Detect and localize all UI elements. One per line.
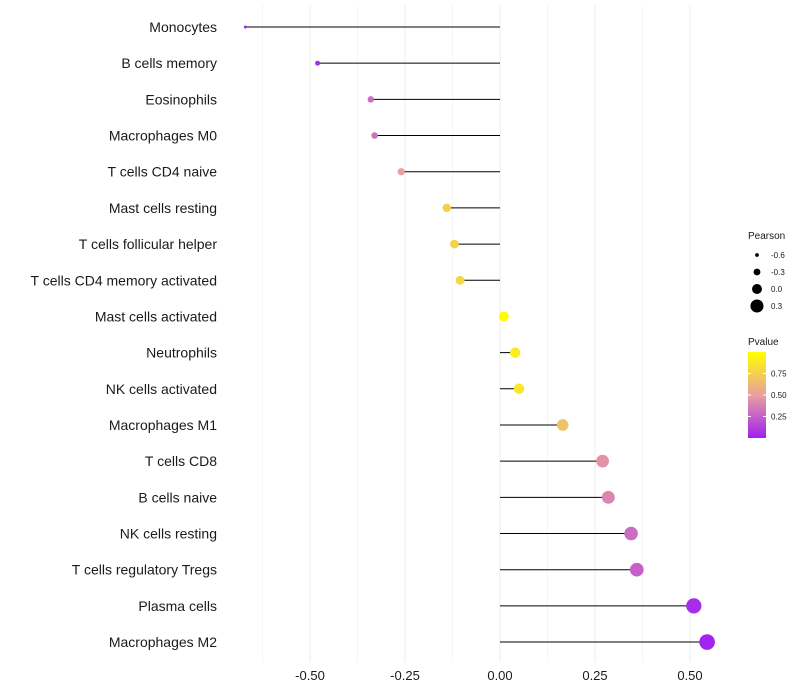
- lollipop-point: [601, 490, 615, 504]
- x-axis-labels: -0.50 -0.25 0.00 0.25 0.50: [295, 668, 702, 683]
- size-legend-title: Pearson: [748, 231, 785, 242]
- lollipop-point: [699, 634, 715, 650]
- lollipop-point: [596, 454, 609, 468]
- x-tick-label: 0.50: [677, 668, 702, 683]
- colorbar-label: 0.50: [771, 391, 787, 400]
- category-label: T cells follicular helper: [79, 236, 218, 252]
- lollipop-point: [629, 562, 644, 577]
- category-label: Mast cells activated: [95, 308, 217, 324]
- x-tick-label: -0.50: [295, 668, 325, 683]
- size-legend-label: -0.3: [771, 268, 785, 277]
- lollipop-point: [498, 311, 509, 322]
- lollipop-point: [686, 598, 702, 614]
- category-label: Macrophages M1: [109, 417, 217, 433]
- category-label: Macrophages M2: [109, 634, 217, 650]
- lollipop-point: [513, 383, 525, 395]
- size-legend-label: 0.3: [771, 302, 783, 311]
- lollipop-point: [442, 203, 452, 213]
- size-legend-key: [750, 299, 764, 313]
- lollipop-point: [556, 419, 569, 431]
- category-label: Monocytes: [149, 19, 217, 35]
- x-tick-label: 0.00: [487, 668, 512, 683]
- pvalue-color-legend: Pvalue 0.25 0.50 0.75: [748, 337, 787, 438]
- size-legend-label: -0.6: [771, 251, 785, 260]
- x-tick-label: -0.25: [390, 668, 420, 683]
- category-label: Neutrophils: [146, 345, 217, 361]
- size-legend-key: [755, 253, 759, 257]
- category-label: T cells CD4 naive: [108, 164, 218, 180]
- category-label: Macrophages M0: [109, 128, 217, 144]
- pvalue-colorbar: [748, 352, 766, 438]
- category-label: B cells memory: [121, 55, 217, 71]
- lollipop-point: [367, 96, 375, 103]
- grid-lines: [262, 5, 691, 662]
- size-legend-key: [752, 284, 762, 294]
- lollipop-point: [450, 239, 459, 249]
- category-label: Mast cells resting: [109, 200, 217, 216]
- lollipop-points: [243, 25, 715, 650]
- colorbar-label: 0.75: [771, 370, 787, 379]
- lollipop-point: [315, 60, 321, 66]
- size-legend-key: [753, 268, 761, 276]
- x-tick-label: 0.25: [582, 668, 607, 683]
- lollipop-point: [397, 168, 405, 176]
- pearson-size-legend: Pearson -0.6 -0.3 0.0 0.3: [748, 231, 785, 313]
- category-label: NK cells activated: [106, 381, 217, 397]
- colorbar-label: 0.25: [771, 413, 787, 422]
- category-label: NK cells resting: [120, 526, 217, 542]
- category-label: T cells CD4 memory activated: [31, 272, 217, 288]
- category-label: Eosinophils: [145, 91, 217, 107]
- y-axis-labels: Monocytes B cells memory Eosinophils Macrop…: [31, 19, 218, 650]
- lollipop-point: [455, 275, 465, 285]
- lollipop-point: [243, 25, 247, 29]
- lollipop-point: [371, 132, 378, 139]
- lollipop-point: [510, 347, 521, 358]
- color-legend-title: Pvalue: [748, 337, 779, 348]
- category-label: B cells naive: [138, 489, 217, 505]
- category-label: Plasma cells: [138, 598, 217, 614]
- size-legend-label: 0.0: [771, 285, 783, 294]
- lollipop-point: [624, 526, 638, 541]
- category-label: T cells regulatory Tregs: [72, 562, 217, 578]
- lollipop-stems: [245, 26, 708, 643]
- category-label: T cells CD8: [145, 453, 217, 469]
